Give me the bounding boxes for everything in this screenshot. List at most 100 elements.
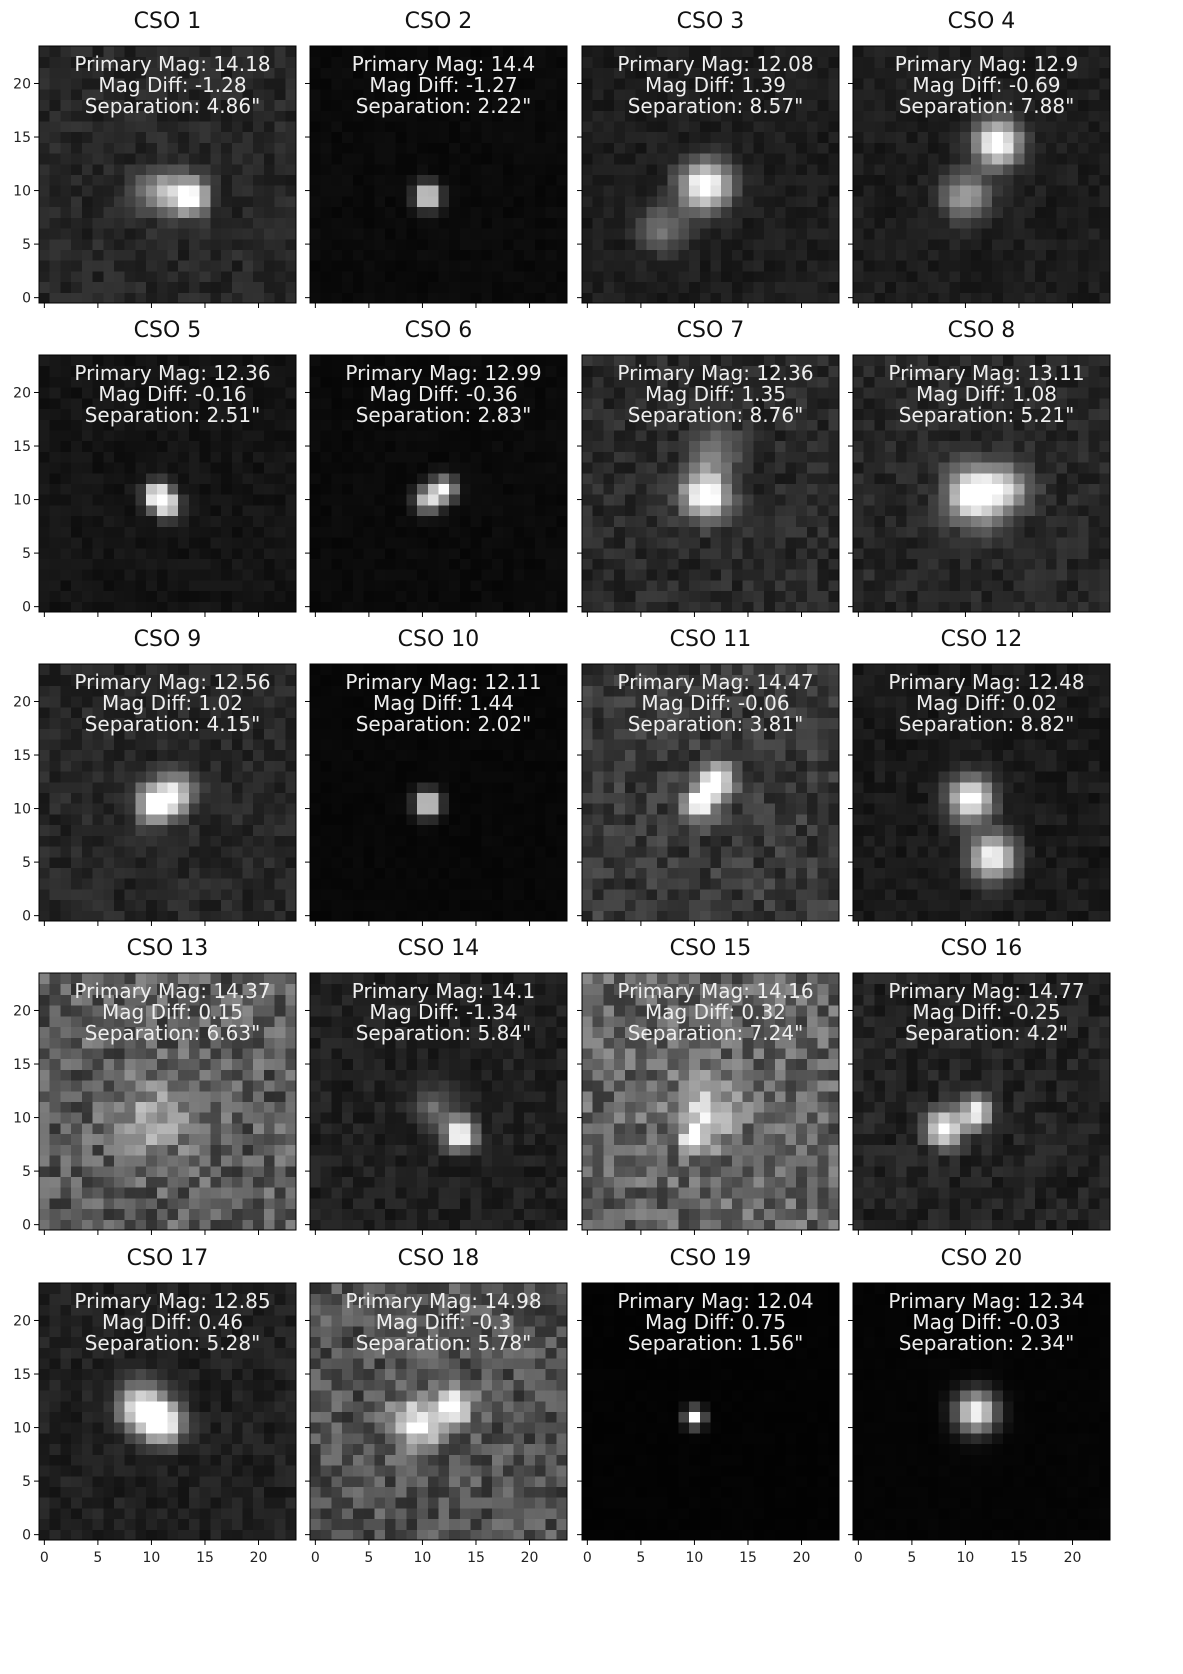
pixel [657, 185, 668, 196]
pixel [125, 857, 136, 868]
pixel [178, 164, 189, 175]
pixel [449, 282, 460, 293]
pixel [285, 164, 296, 175]
pixel [678, 569, 689, 580]
pixel [636, 282, 647, 293]
pixel [1078, 260, 1089, 271]
pixel [657, 548, 668, 559]
pixel [39, 537, 50, 548]
annotation: Separation: 8.57" [628, 94, 804, 118]
pixel [242, 580, 253, 591]
pixel [753, 175, 764, 186]
pixel [50, 398, 61, 409]
pixel [982, 239, 993, 250]
pixel [764, 292, 775, 303]
pixel [1056, 548, 1067, 559]
pixel [82, 846, 93, 857]
pixel [711, 142, 722, 153]
pixel [711, 505, 722, 516]
pixel [125, 760, 136, 771]
pixel [818, 419, 829, 430]
pixel [1003, 207, 1014, 218]
pixel [82, 292, 93, 303]
pixel [71, 185, 82, 196]
pixel [753, 121, 764, 132]
pixel [39, 900, 50, 911]
pixel [103, 292, 114, 303]
pixel [775, 451, 786, 462]
pixel [364, 558, 375, 569]
pixel [264, 196, 275, 207]
pixel [71, 505, 82, 516]
pixel [285, 110, 296, 121]
pixel [582, 239, 593, 250]
pixel [864, 217, 875, 228]
pixel [513, 516, 524, 527]
pixel [60, 121, 71, 132]
pixel [668, 185, 679, 196]
pixel [971, 249, 982, 260]
pixel [178, 451, 189, 462]
pixel [874, 164, 885, 175]
pixel [721, 601, 732, 612]
pixel [125, 484, 136, 495]
pixel [1046, 185, 1057, 196]
pixel [885, 473, 896, 484]
pixel [614, 239, 625, 250]
y-tick-label: 0 [22, 291, 31, 307]
pixel [818, 376, 829, 387]
pixel [1035, 601, 1046, 612]
pixel [818, 451, 829, 462]
pixel [285, 441, 296, 452]
pixel [321, 78, 332, 89]
pixel [689, 175, 700, 186]
pixel [221, 569, 232, 580]
pixel [71, 175, 82, 186]
pixel [524, 164, 535, 175]
pixel [775, 175, 786, 186]
pixel [775, 473, 786, 484]
pixel [60, 601, 71, 612]
pixel [1014, 494, 1025, 505]
pixel [982, 271, 993, 282]
pixel [864, 473, 875, 484]
pixel [1003, 142, 1014, 153]
pixel [135, 451, 146, 462]
pixel [125, 548, 136, 559]
pixel [546, 100, 557, 111]
pixel [232, 548, 243, 559]
pixel [668, 591, 679, 602]
pixel [885, 451, 896, 462]
pixel [168, 249, 179, 260]
pixel [546, 376, 557, 387]
pixel [1067, 132, 1078, 143]
pixel [157, 569, 168, 580]
pixel [864, 591, 875, 602]
pixel [513, 207, 524, 218]
pixel [807, 601, 818, 612]
pixel [1099, 89, 1110, 100]
pixel [285, 217, 296, 228]
pixel [907, 260, 918, 271]
pixel [939, 207, 950, 218]
pixel [853, 121, 864, 132]
pixel [189, 462, 200, 473]
pixel [582, 175, 593, 186]
pixel [342, 462, 353, 473]
pixel [93, 121, 104, 132]
pixel [253, 217, 264, 228]
pixel [982, 228, 993, 239]
pixel [460, 548, 471, 559]
pixel [146, 249, 157, 260]
pixel [385, 537, 396, 548]
pixel [636, 260, 647, 271]
pixel [796, 217, 807, 228]
pixel [732, 196, 743, 207]
pixel [636, 430, 647, 441]
pixel [603, 142, 614, 153]
pixel [285, 409, 296, 420]
pixel [200, 217, 211, 228]
pixel [764, 591, 775, 602]
pixel [50, 282, 61, 293]
pixel [982, 537, 993, 548]
